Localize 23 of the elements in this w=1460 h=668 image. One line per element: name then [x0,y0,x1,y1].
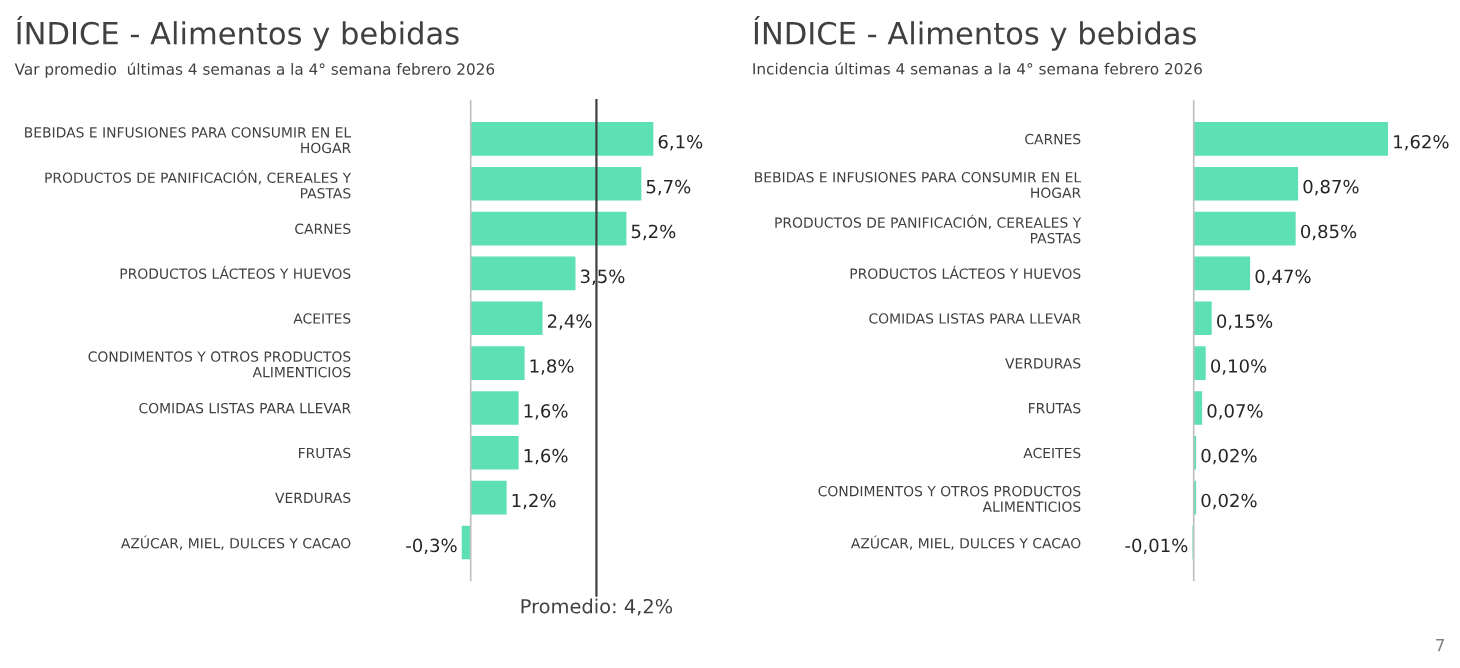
data-label: 2,4% [547,314,592,330]
data-label: 0,47% [1255,269,1311,285]
chart-title: ÍNDICE - Alimentos y bebidas [754,16,1196,51]
data-label: 0,85% [1301,224,1357,241]
data-label: 0,02% [1201,448,1257,465]
ref-line-label: Promedio: 4,2% [521,598,673,616]
data-label: -0,3% [406,538,457,555]
data-label: 0,07% [1207,404,1263,420]
data-label: 5,7% [646,179,691,196]
data-label: 1,62% [1394,134,1449,151]
data-label: 6,1% [658,134,703,151]
data-label: 5,2% [631,224,676,241]
data-label: 1,8% [530,359,574,375]
data-label: 1,6% [524,448,568,465]
text: 7 [1436,639,1444,652]
data-label: 1,6% [524,404,568,420]
data-label: 0,15% [1217,314,1273,330]
data-label: 0,02% [1201,493,1257,510]
data-label: 0,87% [1303,179,1359,196]
data-label: -0,01% [1125,538,1188,555]
data-label: 1,2% [512,493,556,510]
chart-title: ÍNDICE - Alimentos y bebidas [17,16,459,51]
data-label: 0,10% [1211,359,1267,375]
